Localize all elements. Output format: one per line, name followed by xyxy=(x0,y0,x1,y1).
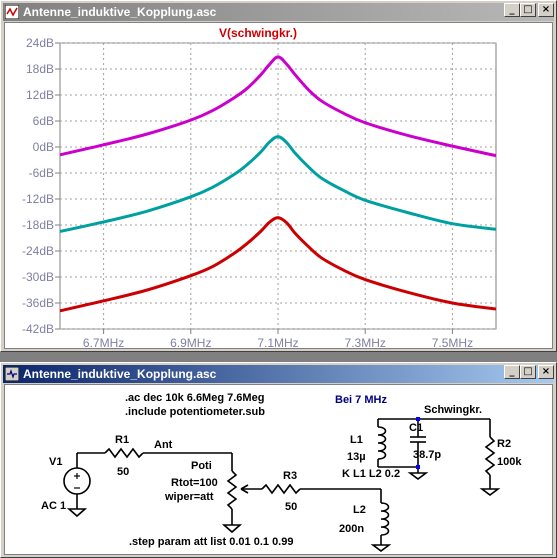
close-button[interactable]: × xyxy=(538,3,554,17)
waveform-icon xyxy=(5,5,19,19)
net-label-schwingkr[interactable]: Schwingkr. xyxy=(424,404,482,416)
r2-value: 100k xyxy=(497,456,522,468)
y-tick-label: -12dB xyxy=(22,192,54,206)
plot-window-titlebar[interactable]: Antenne_induktive_Kopplung.asc xyxy=(3,3,554,21)
r3-resistor-symbol[interactable] xyxy=(261,483,301,495)
x-tick-label: 7.3MHz xyxy=(345,336,386,348)
y-tick-label: -6dB xyxy=(29,166,54,180)
directive-include[interactable]: .include potentiometer.sub xyxy=(125,406,265,418)
r1-value: 50 xyxy=(117,466,129,478)
ground-symbol xyxy=(407,472,429,480)
r1-resistor-symbol[interactable] xyxy=(104,447,144,459)
note-text[interactable]: Bei 7 MHz xyxy=(335,394,387,406)
v1-name: V1 xyxy=(49,456,62,468)
ground-symbol xyxy=(370,544,392,552)
poti-wiper: wiper=att xyxy=(164,491,214,503)
series-line-1 xyxy=(59,135,497,233)
schematic-canvas[interactable]: .ac dec 10k 6.6Meg 7.6Meg .include poten… xyxy=(4,384,553,555)
poti-rtot: Rtot=100 xyxy=(171,477,218,489)
junction-dots xyxy=(416,417,420,469)
y-tick-label: 12dB xyxy=(26,88,54,102)
y-tick-label: -24dB xyxy=(22,244,54,258)
directive-ac[interactable]: .ac dec 10k 6.6Meg 7.6Meg xyxy=(125,392,264,404)
poti-resistor-symbol[interactable] xyxy=(226,470,238,510)
series-line-2 xyxy=(59,216,497,313)
y-tick-label: 0dB xyxy=(33,140,54,154)
plot-window-title: Antenne_induktive_Kopplung.asc xyxy=(23,5,217,19)
ground-symbol xyxy=(221,524,243,534)
y-tick-label: -36dB xyxy=(22,296,54,310)
r3-name: R3 xyxy=(283,470,297,482)
plot-area[interactable]: 24dB 18dB 12dB 6dB 0dB -6dB -12dB -18dB -24dB -30… xyxy=(4,22,553,350)
r1-name: R1 xyxy=(115,434,129,446)
ground-symbol xyxy=(66,508,88,518)
x-tick-label: 6.9MHz xyxy=(170,336,211,348)
y-tick-label: 6dB xyxy=(33,114,54,128)
l2-value: 200n xyxy=(339,523,364,535)
maximize-button[interactable]: □ xyxy=(520,365,536,379)
schematic-window-titlebar[interactable]: Antenne_induktive_Kopplung.asc xyxy=(3,365,554,383)
directive-step[interactable]: .step param att list 0.01 0.1 0.99 xyxy=(129,536,293,548)
ground-symbol xyxy=(479,488,501,496)
c1-value: 38.7p xyxy=(413,449,441,461)
y-tick-label: 24dB xyxy=(26,36,54,50)
series-line-0 xyxy=(59,55,497,158)
plot-window[interactable]: Antenne_induktive_Kopplung.asc _ □ × 24d… xyxy=(0,0,557,352)
chart[interactable]: 24dB 18dB 12dB 6dB 0dB -6dB -12dB -18dB -24dB -30… xyxy=(5,23,552,350)
l2-inductor-symbol[interactable] xyxy=(380,502,390,536)
l2-name: L2 xyxy=(353,504,366,516)
l1-value: 13µ xyxy=(347,451,366,463)
r2-resistor-symbol[interactable] xyxy=(484,436,496,476)
r2-name: R2 xyxy=(497,438,511,450)
minimize-button[interactable]: _ xyxy=(504,365,520,379)
y-tick-label: -42dB xyxy=(22,322,54,336)
schematic-window[interactable]: Antenne_induktive_Kopplung.asc _ □ × xyxy=(0,362,557,558)
close-button[interactable]: × xyxy=(538,365,554,379)
y-tick-label: -18dB xyxy=(22,218,54,232)
l1-name: L1 xyxy=(350,434,363,446)
minimize-button[interactable]: _ xyxy=(504,3,520,17)
poti-name: Poti xyxy=(191,460,212,472)
x-tick-label: 7.1MHz xyxy=(257,336,298,348)
c1-capacitor-symbol[interactable] xyxy=(410,436,426,443)
plot-frame xyxy=(59,42,497,330)
directive-coupling[interactable]: K L1 L2 0.2 xyxy=(342,468,400,480)
schematic-icon xyxy=(5,367,19,381)
x-tick-label: 7.5MHz xyxy=(432,336,473,348)
net-label-ant[interactable]: Ant xyxy=(154,439,173,451)
c1-name: C1 xyxy=(409,422,423,434)
chart-title: V(schwingkr.) xyxy=(219,26,297,40)
x-tick-label: 6.7MHz xyxy=(83,336,124,348)
l1-inductor-symbol[interactable] xyxy=(377,426,387,460)
y-tick-label: 18dB xyxy=(26,62,54,76)
maximize-button[interactable]: □ xyxy=(520,3,536,17)
y-tick-label: -30dB xyxy=(22,270,54,284)
v1-source-symbol[interactable] xyxy=(63,453,91,509)
v1-value: AC 1 xyxy=(41,500,66,512)
schematic-drawing[interactable]: .ac dec 10k 6.6Meg 7.6Meg .include poten… xyxy=(5,385,552,554)
schematic-window-title: Antenne_induktive_Kopplung.asc xyxy=(23,367,217,381)
r3-value: 50 xyxy=(285,501,297,513)
